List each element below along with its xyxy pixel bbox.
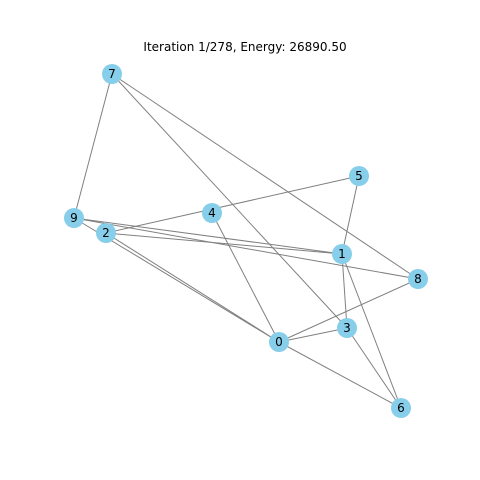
edge-7-9 [73, 73, 113, 219]
edge-1-3 [341, 253, 348, 329]
graph-node-5: 5 [349, 166, 369, 186]
edge-3-6 [346, 327, 402, 409]
graph-node-0: 0 [269, 332, 289, 352]
edge-0-8 [278, 278, 419, 343]
graph-node-6: 6 [391, 398, 411, 418]
edge-9-1 [73, 217, 343, 255]
edge-2-5 [105, 175, 360, 234]
edge-2-1 [105, 232, 343, 255]
node-label: 7 [108, 67, 116, 81]
node-circle [102, 64, 122, 84]
node-circle [337, 318, 357, 338]
node-circle [202, 203, 222, 223]
node-circle [269, 332, 289, 352]
graph-node-9: 9 [64, 208, 84, 228]
graph-node-1: 1 [332, 244, 352, 264]
node-circle [96, 223, 116, 243]
node-label: 4 [208, 206, 216, 220]
node-label: 2 [102, 226, 110, 240]
edge-4-0 [211, 212, 280, 343]
graph-node-8: 8 [408, 269, 428, 289]
node-circle [332, 244, 352, 264]
edge-5-1 [341, 175, 360, 255]
graph-node-2: 2 [96, 223, 116, 243]
edge-1-6 [341, 253, 402, 409]
node-label: 5 [355, 169, 363, 183]
node-label: 0 [275, 335, 283, 349]
edge-7-8 [111, 73, 419, 280]
graph-title: Iteration 1/278, Energy: 26890.50 [143, 40, 346, 54]
node-circle [408, 269, 428, 289]
graph-node-3: 3 [337, 318, 357, 338]
node-circle [391, 398, 411, 418]
node-layer: 0 1 2 3 4 5 6 7 8 9 [64, 64, 428, 418]
node-label: 8 [414, 272, 422, 286]
edge-0-3 [278, 327, 348, 343]
node-circle [64, 208, 84, 228]
node-label: 3 [343, 321, 351, 335]
node-label: 9 [70, 211, 78, 225]
node-circle [349, 166, 369, 186]
edge-layer [73, 73, 419, 409]
edge-7-3 [111, 73, 348, 329]
edge-0-6 [278, 341, 402, 409]
graph-node-4: 4 [202, 203, 222, 223]
edge-2-0 [105, 232, 280, 343]
edge-9-8 [73, 217, 419, 280]
graph-node-7: 7 [102, 64, 122, 84]
node-label: 1 [338, 247, 346, 261]
node-label: 6 [397, 401, 405, 415]
